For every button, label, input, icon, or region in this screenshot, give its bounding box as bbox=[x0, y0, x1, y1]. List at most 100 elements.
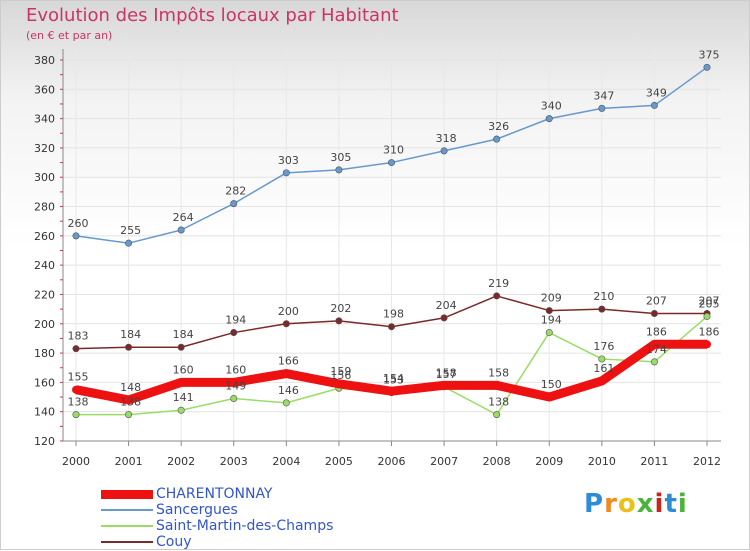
data-point bbox=[493, 135, 501, 143]
x-tick-label: 2008 bbox=[483, 455, 511, 468]
data-point bbox=[545, 115, 553, 123]
y-tick-label: 280 bbox=[34, 201, 55, 214]
data-point bbox=[282, 169, 290, 177]
chart-subtitle: (en € et par an) bbox=[26, 29, 113, 42]
data-point bbox=[545, 393, 554, 402]
data-label: 141 bbox=[173, 391, 194, 404]
data-point bbox=[493, 292, 501, 300]
data-point bbox=[282, 320, 290, 328]
data-label: 161 bbox=[593, 362, 614, 375]
y-tick-label: 380 bbox=[34, 54, 55, 67]
data-point bbox=[440, 381, 449, 390]
legend-swatch bbox=[101, 541, 153, 543]
data-point bbox=[335, 166, 343, 174]
data-label: 183 bbox=[68, 330, 89, 343]
x-tick-label: 2002 bbox=[167, 455, 195, 468]
data-label: 148 bbox=[120, 381, 141, 394]
data-point bbox=[598, 104, 606, 112]
x-tick-label: 2007 bbox=[430, 455, 458, 468]
data-point bbox=[703, 63, 711, 71]
data-point bbox=[72, 345, 80, 353]
data-label: 160 bbox=[225, 363, 246, 376]
logo-letter: o bbox=[617, 489, 637, 519]
x-tick-label: 2000 bbox=[62, 455, 90, 468]
y-tick-label: 220 bbox=[34, 288, 55, 301]
data-label: 264 bbox=[173, 211, 194, 224]
data-label: 154 bbox=[383, 372, 404, 385]
data-point bbox=[545, 329, 553, 337]
logo-letter: x bbox=[636, 489, 655, 519]
data-point bbox=[387, 159, 395, 167]
data-label: 158 bbox=[436, 366, 457, 379]
data-label: 160 bbox=[173, 363, 194, 376]
grid-layer bbox=[63, 49, 721, 442]
data-point bbox=[493, 411, 501, 419]
data-label: 138 bbox=[68, 396, 89, 409]
logo-letter: P bbox=[584, 489, 605, 519]
data-point bbox=[650, 310, 658, 318]
data-label-layer: 155 148 160 160 166 159 154 158 158 150 161 186 186 2… bbox=[68, 48, 720, 408]
data-point bbox=[282, 399, 290, 407]
x-tick-label: 2006 bbox=[378, 455, 406, 468]
data-point bbox=[440, 147, 448, 155]
data-label: 186 bbox=[699, 325, 720, 338]
data-label: 194 bbox=[225, 314, 246, 327]
data-point bbox=[177, 226, 185, 234]
data-point bbox=[598, 355, 606, 363]
logo-letter: i bbox=[677, 489, 688, 519]
data-label: 157 bbox=[436, 368, 457, 381]
data-label: 210 bbox=[593, 290, 614, 303]
x-tick-label: 2001 bbox=[115, 455, 143, 468]
data-point bbox=[72, 411, 80, 419]
logo-letter: t bbox=[664, 489, 678, 519]
y-tick-label: 160 bbox=[34, 376, 55, 389]
data-point bbox=[597, 376, 606, 385]
legend-label: Saint-Martin-des-Champs bbox=[156, 518, 334, 534]
x-tick-label: 2012 bbox=[693, 455, 721, 468]
data-point bbox=[229, 378, 238, 387]
data-point bbox=[334, 379, 343, 388]
data-label: 149 bbox=[225, 380, 246, 393]
y-tick-label: 180 bbox=[34, 347, 55, 360]
data-label: 204 bbox=[436, 299, 457, 312]
y-tick-label: 360 bbox=[34, 83, 55, 96]
data-label: 138 bbox=[120, 396, 141, 409]
data-label: 349 bbox=[646, 86, 667, 99]
legend-label: Sancergues bbox=[156, 502, 238, 518]
data-label: 166 bbox=[278, 355, 299, 368]
data-point bbox=[703, 312, 711, 320]
x-tick-label: 2005 bbox=[325, 455, 353, 468]
legend-label: CHARENTONNAY bbox=[156, 486, 273, 502]
y-tick-label: 120 bbox=[34, 435, 55, 448]
chart-title: Evolution des Impôts locaux par Habitant bbox=[26, 5, 399, 26]
data-label: 347 bbox=[593, 89, 614, 102]
data-point bbox=[230, 200, 238, 208]
data-label: 255 bbox=[120, 224, 141, 237]
x-tick-label: 2011 bbox=[640, 455, 668, 468]
legend-swatch bbox=[101, 525, 153, 527]
data-point bbox=[177, 343, 185, 351]
data-label: 150 bbox=[541, 378, 562, 391]
data-label: 318 bbox=[436, 132, 457, 145]
data-label: 156 bbox=[330, 369, 351, 382]
data-label: 198 bbox=[383, 308, 404, 321]
data-point bbox=[230, 329, 238, 337]
data-point bbox=[125, 343, 133, 351]
axes-layer: 120 140 160 180 200 220 240 260 280 300 320 340 360 3… bbox=[34, 49, 721, 468]
data-point bbox=[282, 369, 291, 378]
data-label: 202 bbox=[330, 302, 351, 315]
data-label: 282 bbox=[225, 185, 246, 198]
x-tick-label: 2004 bbox=[272, 455, 300, 468]
data-label: 205 bbox=[699, 297, 720, 310]
data-label: 326 bbox=[488, 120, 509, 133]
data-point bbox=[650, 358, 658, 366]
data-label: 200 bbox=[278, 305, 299, 318]
data-label: 219 bbox=[488, 277, 509, 290]
legend-label: Couy bbox=[156, 534, 192, 550]
logo-letter: r bbox=[604, 489, 618, 519]
data-label: 159 bbox=[330, 365, 351, 378]
data-label: 375 bbox=[699, 48, 720, 61]
data-point bbox=[492, 381, 501, 390]
data-point bbox=[387, 387, 396, 396]
